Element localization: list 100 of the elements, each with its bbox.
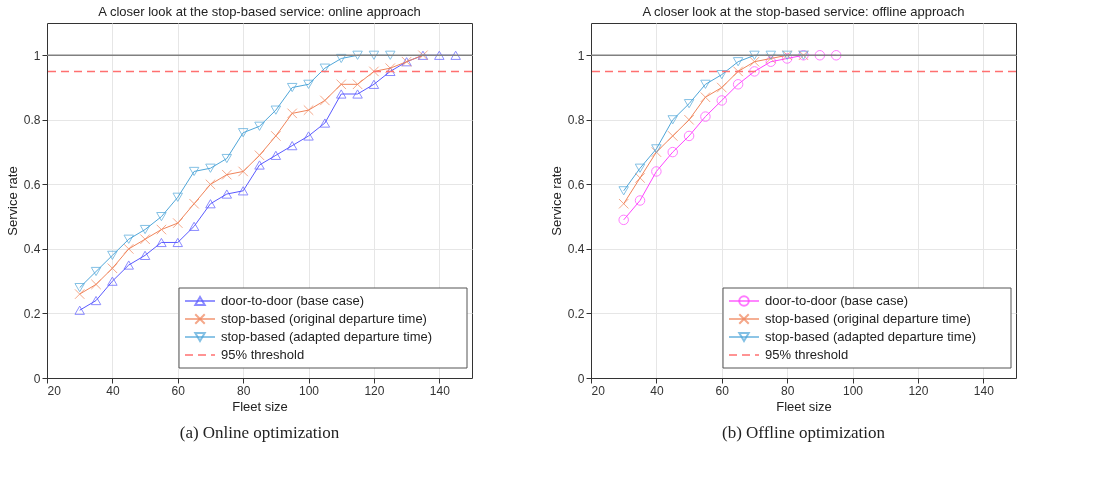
point [270, 150, 282, 160]
point [319, 118, 331, 128]
point [352, 50, 363, 60]
point [683, 130, 695, 142]
point [139, 224, 151, 235]
y-tick-label: 0 [577, 371, 585, 386]
point [139, 250, 151, 260]
point [749, 50, 760, 60]
point [286, 82, 298, 93]
y-tick-label: 0.2 [23, 306, 41, 321]
point [286, 108, 298, 119]
point [434, 50, 445, 60]
point [303, 79, 314, 89]
point [90, 295, 102, 306]
point [618, 214, 629, 226]
point [156, 237, 167, 248]
legend-label: stop-based (adapted departure time) [765, 329, 977, 344]
point [814, 50, 826, 61]
point [74, 305, 85, 315]
point [716, 95, 728, 106]
x-tick-label: 120 [364, 383, 385, 398]
point [123, 243, 134, 255]
y-tick-label: 0.2 [567, 306, 585, 321]
point [107, 276, 118, 286]
legend-label: door-to-door (base case) [221, 293, 365, 308]
point [830, 50, 842, 61]
legend-label: stop-based (original departure time) [221, 311, 427, 326]
point [683, 99, 695, 109]
chart-title: A closer look at the stop-based service: online approach [98, 4, 421, 19]
legend-label: 95% threshold [765, 347, 849, 362]
point [319, 95, 331, 106]
x-axis-title: Fleet size [232, 398, 288, 414]
x-tick-label: 100 [843, 383, 864, 398]
legend-label: 95% threshold [221, 347, 305, 362]
point [368, 50, 380, 60]
x-tick-label: 100 [299, 383, 320, 398]
point [352, 89, 363, 99]
point [237, 128, 249, 138]
point [765, 50, 777, 60]
x-tick-label: 140 [973, 383, 995, 398]
x-axis-title: Fleet size [776, 398, 832, 414]
point [172, 217, 184, 229]
point [123, 234, 134, 244]
y-axis-title: Service rate [548, 166, 564, 236]
point [90, 279, 102, 290]
text: (a) Online optimization [179, 423, 340, 442]
point [254, 160, 265, 170]
point [221, 189, 233, 199]
point [634, 195, 646, 206]
point [188, 221, 200, 231]
point [303, 104, 314, 116]
y-tick-label: 0 [33, 371, 41, 386]
point [303, 131, 314, 141]
point [618, 198, 629, 209]
point [667, 115, 678, 125]
y-axis-title: Service rate [4, 166, 20, 236]
point [732, 57, 744, 67]
point [352, 79, 363, 90]
point [749, 66, 760, 77]
point [237, 166, 249, 177]
y-tick-label: 0.6 [23, 177, 41, 192]
point [732, 79, 744, 90]
legend-label: door-to-door (base case) [765, 293, 909, 308]
x-tick-label: 80 [780, 383, 795, 398]
x-tick-label: 40 [106, 383, 120, 398]
y-tick-label: 1 [33, 48, 41, 63]
point [651, 166, 662, 177]
text: (b) Offline optimization [721, 423, 886, 442]
point [335, 89, 347, 99]
legend-label: stop-based (adapted departure time) [221, 329, 433, 344]
point [172, 237, 184, 248]
point [716, 82, 728, 93]
point [651, 144, 662, 154]
point [335, 53, 347, 64]
point [634, 172, 646, 184]
point [107, 250, 118, 260]
point [270, 105, 282, 115]
point [335, 79, 347, 90]
y-tick-label: 1 [577, 48, 585, 63]
point [90, 266, 102, 277]
point [205, 199, 216, 209]
point [221, 169, 233, 180]
x-tick-label: 20 [47, 383, 62, 398]
point [667, 146, 678, 158]
point [237, 186, 249, 196]
point [700, 91, 711, 103]
point [683, 114, 695, 126]
x-tick-label: 80 [236, 383, 251, 398]
point [254, 150, 265, 161]
point [172, 192, 184, 202]
point [385, 66, 396, 77]
point [618, 186, 629, 196]
point [716, 70, 728, 80]
point [385, 62, 396, 74]
chart-title: A closer look at the stop-based service: offline approach [642, 4, 965, 19]
point [156, 212, 167, 222]
x-tick-label: 60 [171, 383, 186, 398]
point [74, 283, 85, 293]
point [368, 66, 380, 77]
legend-label: stop-based (original departure time) [765, 311, 971, 326]
